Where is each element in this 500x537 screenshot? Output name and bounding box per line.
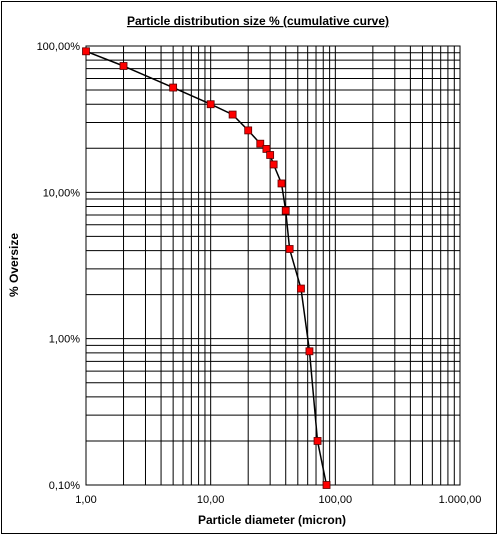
y-tick-label: 1,00% — [49, 334, 80, 346]
data-point — [119, 62, 128, 70]
data-point — [266, 151, 275, 159]
data-point — [269, 160, 278, 169]
y-tick-label: 0,10% — [49, 480, 80, 492]
y-axis-label: % Oversize — [7, 233, 21, 297]
data-point — [82, 47, 90, 56]
data-point — [285, 245, 294, 253]
data-point — [228, 110, 237, 119]
data-point — [169, 83, 178, 92]
data-point — [313, 437, 322, 445]
y-tick-label: 10,00% — [43, 187, 81, 199]
y-tick-label: 100,00% — [37, 41, 81, 53]
chart-title: Particle distribution size % (cumulative… — [127, 14, 389, 28]
data-point — [256, 139, 265, 148]
data-point — [322, 481, 331, 489]
x-tick-label: 1,00 — [75, 494, 96, 506]
data-point — [305, 347, 314, 356]
data-point — [297, 284, 305, 293]
plot-area — [86, 46, 460, 485]
x-tick-label: 1.000,00 — [439, 494, 482, 506]
x-tick-label: 10,00 — [197, 494, 225, 506]
data-point — [206, 100, 215, 109]
data-point — [244, 126, 253, 135]
data-point — [277, 179, 286, 188]
tick-labels: 1,00 10,00 100,00 1.000,00 100,00% 10,00% 1,00… — [37, 41, 482, 506]
data-point — [281, 206, 290, 215]
x-axis-label: Particle diameter (micron) — [198, 513, 346, 527]
series-group — [82, 47, 331, 489]
plot-border — [85, 45, 461, 486]
x-tick-label: 100,00 — [319, 494, 353, 506]
